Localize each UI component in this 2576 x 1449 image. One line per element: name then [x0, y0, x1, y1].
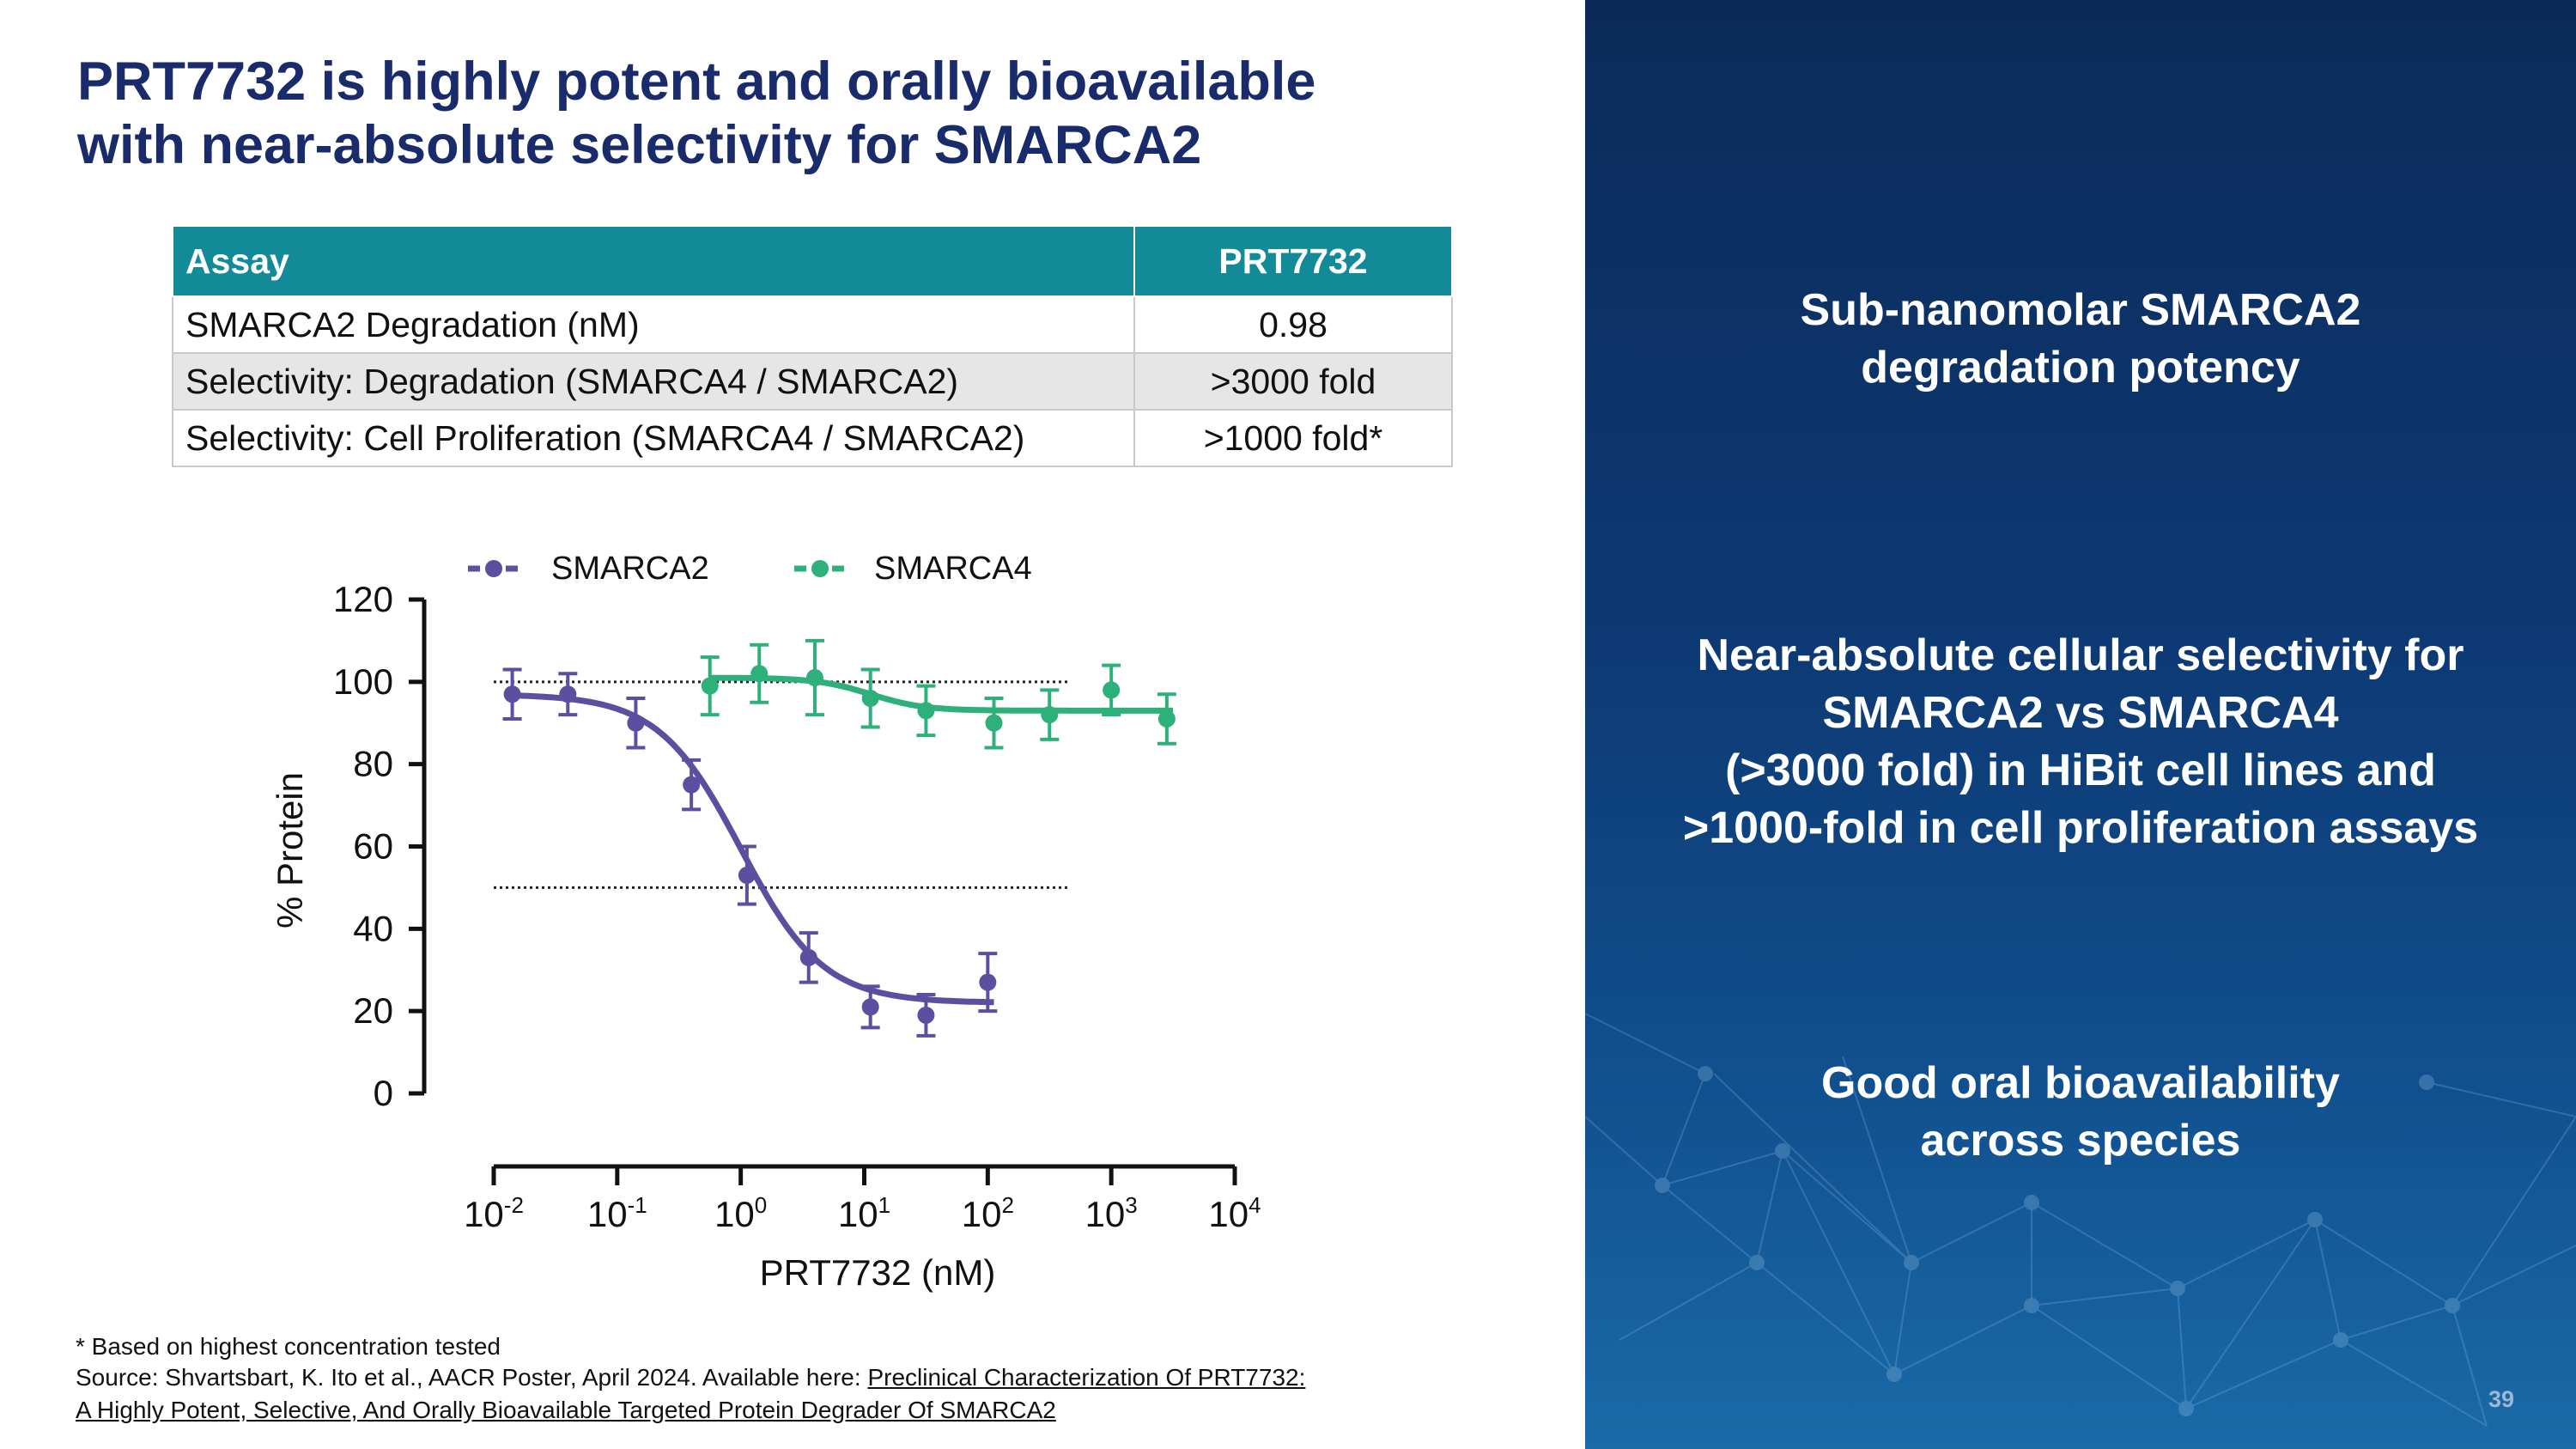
- key-point-bioavailability: Good oral bioavailability across species: [1585, 1055, 2576, 1170]
- data-point-smarca2: [979, 973, 997, 991]
- key-point-selectivity: Near-absolute cellular selectivity for S…: [1585, 627, 2576, 857]
- fit-curve-smarca4: [709, 674, 1174, 714]
- y-axis-ticks: 0 20 40 60 80 100 120: [333, 579, 424, 1113]
- y-tick-label: 100: [333, 661, 393, 702]
- data-point-smarca2: [861, 998, 879, 1016]
- data-point-smarca2: [917, 1006, 935, 1024]
- legend-swatch-smarca4-marker: [811, 560, 829, 577]
- slide-title-line-2: with near-absolute selectivity for SMARC…: [77, 115, 1202, 175]
- key-point-line: Sub-nanomolar SMARCA2: [1800, 285, 2361, 335]
- data-point-smarca4: [985, 714, 1003, 732]
- y-tick-label: 0: [374, 1073, 393, 1113]
- y-tick-label: 80: [353, 744, 393, 784]
- data-series: [502, 638, 1176, 1038]
- key-points-panel: Sub-nanomolar SMARCA2 degradation potenc…: [1585, 0, 2576, 1449]
- source-link-part-2[interactable]: A Highly Potent, Selective, And Orally B…: [76, 1397, 1056, 1423]
- data-point-smarca2: [503, 685, 521, 703]
- x-tick-label: 104: [1208, 1192, 1261, 1234]
- slide-title-line-1: PRT7732 is highly potent and orally bioa…: [77, 52, 1316, 112]
- page-number: 39: [2488, 1386, 2515, 1412]
- key-point-line: degradation potency: [1861, 343, 2300, 393]
- table-row: SMARCA2 Degradation (nM) 0.98: [172, 295, 1453, 354]
- x-tick-label: 103: [1085, 1192, 1138, 1234]
- key-point-line: Near-absolute cellular selectivity for: [1697, 630, 2464, 680]
- table-header-prt7732: PRT7732: [1133, 225, 1453, 297]
- table-cell-assay: SMARCA2 Degradation (nM): [172, 295, 1135, 354]
- y-axis-label: % Protein: [270, 772, 310, 928]
- data-point-smarca4: [750, 665, 769, 683]
- data-point-smarca2: [627, 714, 645, 732]
- y-tick-label: 120: [333, 579, 393, 619]
- x-tick-label: 102: [962, 1192, 1014, 1234]
- x-tick-label: 10-2: [464, 1192, 524, 1234]
- y-tick-label: 60: [353, 826, 393, 867]
- chart-legend: SMARCA2 SMARCA4: [468, 551, 1032, 587]
- fit-curve-smarca2: [512, 692, 994, 1006]
- dose-response-chart: SMARCA2 SMARCA4 0 20 40 60 80 100 120 10-2 10-1…: [270, 551, 1261, 1293]
- slide-title: PRT7732 is highly potent and orally bioa…: [77, 50, 1589, 177]
- table-cell-value: >1000 fold*: [1133, 409, 1453, 467]
- y-tick-label: 40: [353, 908, 393, 948]
- x-axis-label: PRT7732 (nM): [760, 1252, 996, 1293]
- data-point-smarca4: [805, 669, 823, 687]
- data-point-smarca4: [701, 677, 719, 695]
- data-point-smarca4: [1157, 709, 1176, 728]
- key-point-line: (>3000 fold) in HiBit cell lines and: [1725, 746, 2436, 795]
- data-point-smarca2: [738, 867, 756, 885]
- legend-swatch-smarca2-marker: [485, 560, 502, 577]
- table-row: Selectivity: Degradation (SMARCA4 / SMAR…: [172, 352, 1453, 411]
- key-point-line: Good oral bioavailability: [1821, 1058, 2340, 1108]
- key-point-line: across species: [1920, 1116, 2241, 1166]
- table-row: Selectivity: Cell Proliferation (SMARCA4…: [172, 409, 1453, 467]
- table-cell-assay: Selectivity: Cell Proliferation (SMARCA4…: [172, 409, 1135, 467]
- key-point-potency: Sub-nanomolar SMARCA2 degradation potenc…: [1585, 282, 2576, 397]
- assay-table: Assay PRT7732 SMARCA2 Degradation (nM) 0…: [172, 225, 1453, 467]
- data-point-smarca2: [799, 948, 817, 966]
- data-point-smarca4: [861, 690, 879, 707]
- table-header-row: Assay PRT7732: [172, 225, 1453, 297]
- table-cell-assay: Selectivity: Degradation (SMARCA4 / SMAR…: [172, 352, 1135, 411]
- legend-label-smarca4: SMARCA4: [874, 551, 1032, 587]
- data-point-smarca2: [683, 776, 701, 794]
- table-header-assay: Assay: [172, 225, 1135, 297]
- key-point-line: >1000-fold in cell proliferation assays: [1682, 803, 2479, 853]
- network-background-graphic: [1585, 1013, 2576, 1427]
- legend-label-smarca2: SMARCA2: [551, 551, 709, 587]
- table-cell-value: 0.98: [1133, 295, 1453, 354]
- x-tick-label: 10-1: [587, 1192, 647, 1234]
- data-point-smarca4: [1103, 681, 1121, 699]
- table-cell-value: >3000 fold: [1133, 352, 1453, 411]
- source-line-2: A Highly Potent, Selective, And Orally B…: [76, 1397, 1056, 1424]
- series-smarca4: [700, 638, 1176, 750]
- x-axis-ticks: 10-2 10-1 100 101 102 103 104: [464, 1166, 1261, 1234]
- footnote-asterisk: * Based on highest concentration tested: [76, 1333, 501, 1360]
- x-tick-label: 100: [714, 1192, 767, 1234]
- source-link-part-1[interactable]: Preclinical Characterization Of PRT7732:: [867, 1364, 1306, 1391]
- source-line-1: Source: Shvartsbart, K. Ito et al., AACR…: [76, 1364, 1305, 1391]
- x-tick-label: 101: [838, 1192, 890, 1234]
- data-point-smarca4: [917, 702, 935, 720]
- data-point-smarca4: [1041, 706, 1059, 724]
- series-smarca2: [502, 667, 998, 1038]
- key-point-line: SMARCA2 vs SMARCA4: [1822, 688, 2339, 738]
- source-prefix: Source: Shvartsbart, K. Ito et al., AACR…: [76, 1364, 868, 1391]
- y-tick-label: 20: [353, 990, 393, 1031]
- data-point-smarca2: [559, 685, 577, 703]
